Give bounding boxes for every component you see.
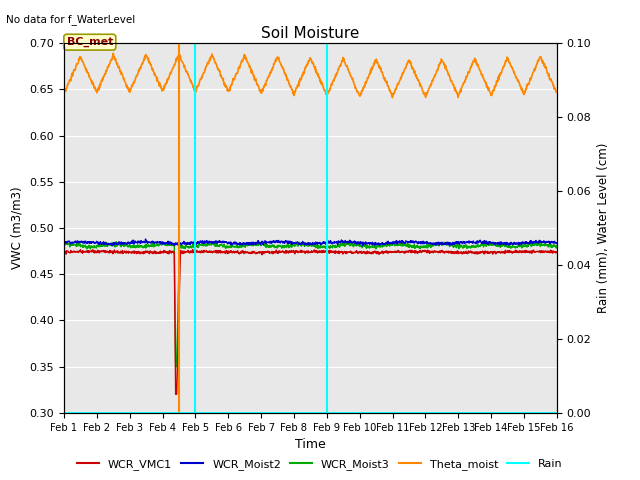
Text: BC_met: BC_met bbox=[67, 37, 113, 48]
Legend: WCR_VMC1, WCR_Moist2, WCR_Moist3, Theta_moist, Rain: WCR_VMC1, WCR_Moist2, WCR_Moist3, Theta_… bbox=[72, 455, 568, 474]
X-axis label: Time: Time bbox=[295, 438, 326, 451]
Y-axis label: VWC (m3/m3): VWC (m3/m3) bbox=[11, 187, 24, 269]
Text: No data for f_WaterLevel: No data for f_WaterLevel bbox=[6, 14, 136, 25]
Title: Soil Moisture: Soil Moisture bbox=[261, 25, 360, 41]
Y-axis label: Rain (mm), Water Level (cm): Rain (mm), Water Level (cm) bbox=[597, 143, 610, 313]
